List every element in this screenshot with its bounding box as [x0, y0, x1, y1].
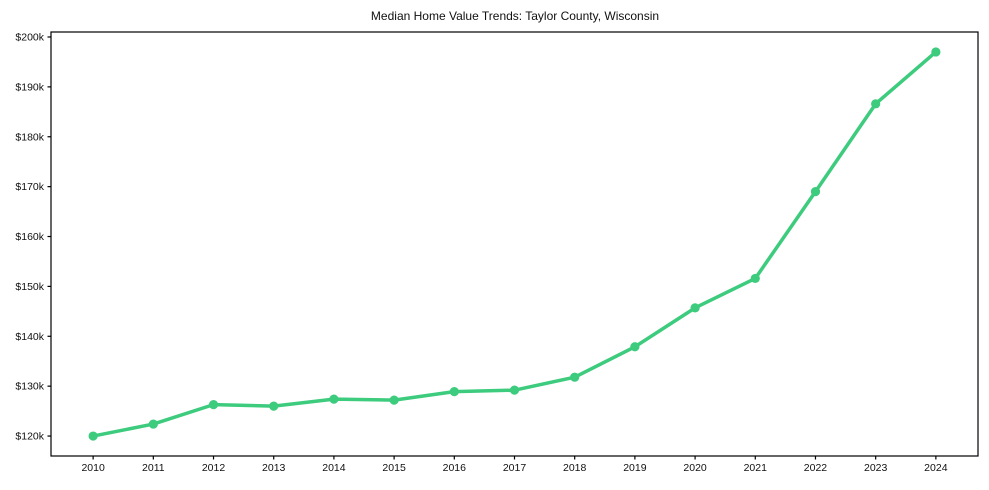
x-tick-label: 2010 — [81, 462, 105, 474]
y-tick-label: $200k — [15, 31, 44, 43]
data-point-marker — [750, 273, 760, 284]
x-tick-label: 2012 — [202, 462, 226, 474]
data-point-marker — [449, 387, 459, 397]
x-tick-label: 2023 — [864, 462, 888, 474]
y-tick-label: $150k — [15, 281, 44, 293]
x-tick-label: 2015 — [382, 462, 406, 474]
x-tick-label: 2024 — [924, 462, 948, 474]
x-tick-label: 2016 — [443, 462, 467, 474]
data-line — [91, 50, 938, 438]
data-point-marker — [88, 431, 98, 441]
data-point-marker — [810, 187, 821, 197]
y-tick-label: $140k — [15, 331, 44, 343]
data-point-marker — [329, 394, 339, 404]
y-tick-label: $160k — [15, 231, 44, 243]
data-point-marker — [931, 47, 941, 57]
y-tick-label: $190k — [15, 81, 44, 93]
x-tick-label: 2013 — [262, 462, 286, 474]
y-tick-label: $180k — [15, 131, 44, 143]
x-tick-label: 2018 — [563, 462, 587, 474]
x-tick-label: 2019 — [623, 462, 647, 474]
x-tick-label: 2022 — [804, 462, 828, 474]
data-point-marker — [148, 419, 158, 429]
data-point-marker — [389, 395, 399, 405]
data-point-marker — [269, 401, 279, 411]
y-tick-label: $170k — [15, 181, 44, 193]
y-tick-label: $130k — [15, 381, 44, 393]
chart-title: Median Home Value Trends: Taylor County,… — [370, 9, 660, 23]
y-tick-label: $120k — [15, 431, 44, 443]
x-tick-label: 2021 — [744, 462, 768, 474]
x-tick-label: 2017 — [503, 462, 527, 474]
data-point-marker — [509, 385, 520, 395]
data-point-marker — [570, 372, 580, 382]
data-point-marker — [208, 400, 219, 410]
data-point-marker — [690, 303, 700, 313]
data-point-marker — [871, 99, 881, 109]
x-tick-label: 2011 — [142, 462, 165, 474]
x-tick-label: 2014 — [322, 462, 346, 474]
data-point-marker — [630, 342, 640, 352]
x-tick-label: 2020 — [683, 462, 707, 474]
